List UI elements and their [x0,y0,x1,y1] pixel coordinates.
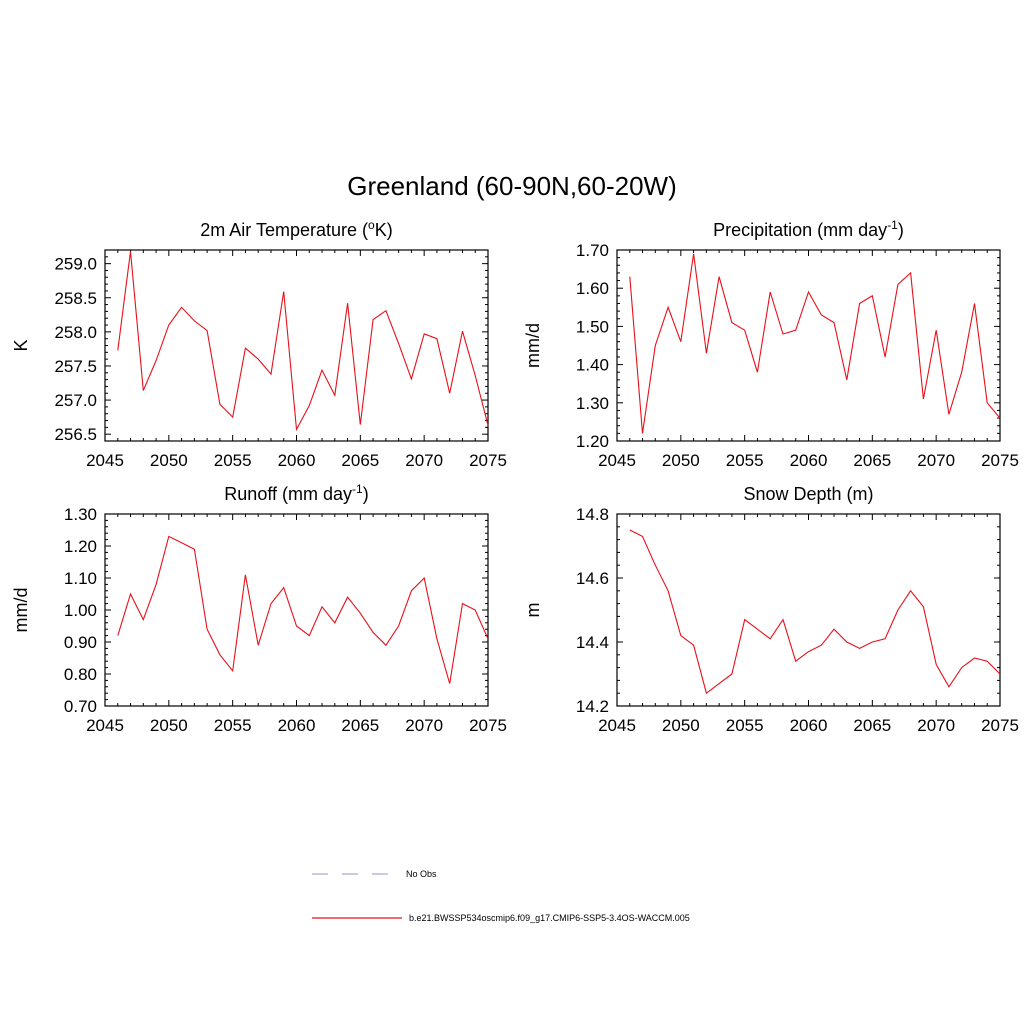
precipitation-panel-title: Precipitation (mm day-1) [713,218,904,240]
runoff-y-tick-label: 0.70 [64,697,97,716]
runoff-y-tick-label: 1.10 [64,569,97,588]
snow-depth-y-tick-label: 14.8 [576,505,609,524]
runoff-y-tick-label: 1.20 [64,537,97,556]
precipitation-x-tick-label: 2065 [853,451,891,470]
precipitation-x-tick-label: 2060 [790,451,828,470]
precipitation-x-tick-label: 2045 [598,451,636,470]
precipitation-x-tick-label: 2055 [726,451,764,470]
panel-precipitation: 2045 2050 2055 2060 2065 2070 2075 1.20 1.30 1.40… [523,218,1019,470]
precipitation-x-tick-label: 2050 [662,451,700,470]
snow-depth-x-tick-label: 2055 [726,716,764,735]
snow-depth-plot-frame [616,513,1001,707]
legend-label-1: No Obs [406,869,437,879]
snow-depth-series-line [629,529,1001,695]
air-temperature-y-tick-label: 258.5 [54,289,97,308]
runoff-x-tick-label: 2075 [469,716,507,735]
runoff-series-line [117,535,489,684]
legend-label-2: b.e21.BWSSP534oscmip6.f09_g17.CMIP6-SSP5… [409,913,690,923]
air-temperature-x-tick-label: 2055 [214,451,252,470]
air-temperature-series-line [117,251,489,432]
precipitation-x-tick-label: 2075 [981,451,1019,470]
runoff-y-tick-label: 0.90 [64,633,97,652]
precipitation-y-tick-label: 1.30 [576,394,609,413]
runoff-x-tick-label: 2055 [214,716,252,735]
runoff-y-tick-label: 0.80 [64,665,97,684]
snow-depth-x-tick-label: 2065 [853,716,891,735]
snow-depth-x-tick-label: 2070 [917,716,955,735]
runoff-x-tick-label: 2070 [405,716,443,735]
air-temperature-plot-frame [104,249,489,442]
main-title: Greenland (60-90N,60-20W) [347,171,677,201]
precipitation-y-tick-label: 1.20 [576,432,609,451]
snow-depth-y-axis-label: m [523,603,543,618]
runoff-y-tick-label: 1.30 [64,505,97,524]
runoff-x-tick-label: 2060 [278,716,316,735]
snow-depth-y-tick-label: 14.2 [576,697,609,716]
snow-depth-y-tick-label: 14.4 [576,633,609,652]
precipitation-y-axis-label: mm/d [523,323,543,368]
snow-depth-x-tick-label: 2060 [790,716,828,735]
runoff-x-tick-label: 2065 [341,716,379,735]
precipitation-series-line [629,253,1001,434]
air-temperature-y-tick-label: 257.5 [54,357,97,376]
precipitation-y-tick-label: 1.70 [576,241,609,260]
air-temperature-x-tick-label: 2045 [86,451,124,470]
air-temperature-y-tick-label: 257.0 [54,391,97,410]
snow-depth-y-tick-label: 14.6 [576,569,609,588]
panel-snow-depth: 2045 2050 2055 2060 2065 2070 2075 14.2 14.4 14.6… [523,484,1019,735]
air-temperature-x-tick-label: 2065 [341,451,379,470]
runoff-y-axis-label: mm/d [11,588,31,633]
precipitation-y-tick-label: 1.50 [576,317,609,336]
panel-air-temperature: 2045 2050 2055 2060 2065 2070 2075 256.5 257.0 25… [11,218,507,470]
panels: 2045 2050 2055 2060 2065 2070 2075 256.5 257.0 25… [11,218,1019,735]
air-temperature-y-axis-label: K [11,339,31,351]
air-temperature-x-tick-label: 2075 [469,451,507,470]
precipitation-y-tick-label: 1.40 [576,356,609,375]
legend: No Obs b.e21.BWSSP534oscmip6.f09_g17.CMIP… [312,869,690,923]
snow-depth-x-tick-label: 2075 [981,716,1019,735]
air-temperature-x-tick-label: 2060 [278,451,316,470]
panel-runoff: 2045 2050 2055 2060 2065 2070 2075 0.70 0.80 0.90… [11,482,507,735]
snow-depth-x-tick-label: 2050 [662,716,700,735]
air-temperature-x-tick-label: 2070 [405,451,443,470]
air-temperature-x-tick-label: 2050 [150,451,188,470]
air-temperature-panel-title: 2m Air Temperature (oK) [200,218,392,240]
snow-depth-panel-title: Snow Depth (m) [743,484,873,504]
runoff-panel-title: Runoff (mm day-1) [224,482,368,504]
air-temperature-y-tick-label: 256.5 [54,425,97,444]
precipitation-y-tick-label: 1.60 [576,279,609,298]
precipitation-x-tick-label: 2070 [917,451,955,470]
air-temperature-y-tick-label: 258.0 [54,323,97,342]
precipitation-plot-frame [616,249,1001,442]
runoff-y-tick-label: 1.00 [64,601,97,620]
air-temperature-y-tick-label: 259.0 [54,255,97,274]
snow-depth-x-tick-label: 2045 [598,716,636,735]
runoff-x-tick-label: 2045 [86,716,124,735]
runoff-x-tick-label: 2050 [150,716,188,735]
